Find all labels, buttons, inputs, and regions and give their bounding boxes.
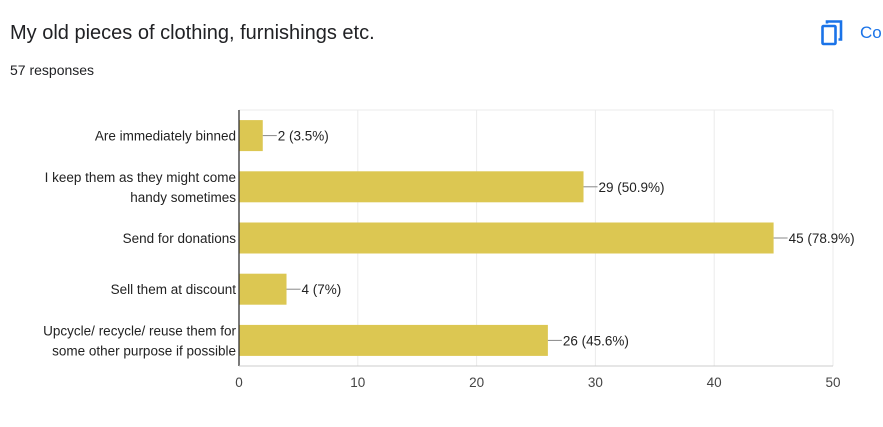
value-label-4: 26 (45.6%) [563,333,629,348]
question-title: My old pieces of clothing, furnishings e… [10,22,375,44]
category-label-4-line-1: some other purpose if possible [52,343,236,358]
copy-button-label: Co [860,23,882,42]
response-count: 57 responses [10,62,95,78]
x-tick-label-30: 30 [588,375,603,390]
category-label-1-line-1: handy sometimes [130,190,236,205]
category-label-2: Send for donations [123,231,237,246]
category-label-0: Are immediately binned [95,129,236,144]
value-label-0: 2 (3.5%) [278,129,329,144]
bar-1 [239,171,584,203]
value-label-2: 45 (78.9%) [789,231,855,246]
bar-2 [239,222,774,254]
category-label-3: Sell them at discount [111,282,237,297]
x-tick-label-0: 0 [235,375,243,390]
x-tick-label-50: 50 [825,375,840,390]
x-tick-label-20: 20 [469,375,484,390]
bar-0 [239,120,263,152]
value-label-3: 4 (7%) [302,282,342,297]
value-label-1: 29 (50.9%) [599,180,665,195]
bar-4 [239,324,548,356]
copy-icon [820,19,844,47]
copy-chart-button[interactable]: Co [820,18,883,48]
x-tick-label-40: 40 [707,375,722,390]
x-tick-label-10: 10 [350,375,365,390]
bar-3 [239,273,287,305]
category-label-4-line-0: Upcycle/ recycle/ reuse them for [43,323,236,338]
category-label-1-line-0: I keep them as they might come [45,170,236,185]
